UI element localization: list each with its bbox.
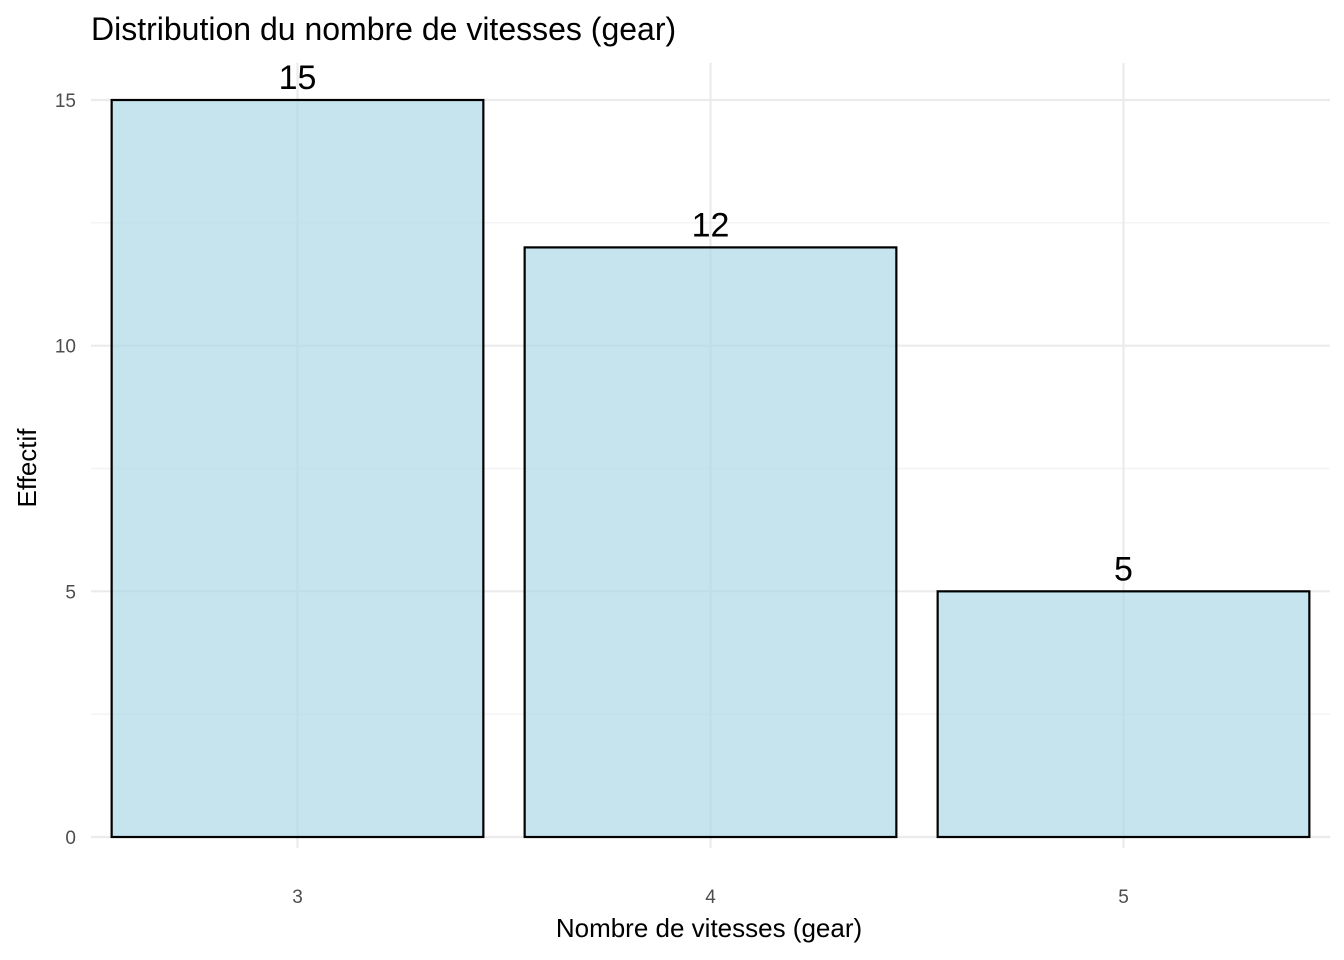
data-label: 15 bbox=[279, 59, 317, 97]
bar-4 bbox=[523, 246, 898, 839]
x-axis-title: Nombre de vitesses (gear) bbox=[556, 913, 862, 943]
y-tick-label: 0 bbox=[65, 828, 76, 849]
x-tick-label: 4 bbox=[705, 887, 716, 908]
chart-title: Distribution du nombre de vitesses (gear… bbox=[91, 11, 676, 47]
x-tick-label: 3 bbox=[292, 887, 303, 908]
data-labels: 15 12 5 bbox=[279, 59, 1133, 588]
bars bbox=[110, 98, 1311, 839]
data-label: 5 bbox=[1114, 550, 1133, 588]
x-tick-label: 5 bbox=[1118, 887, 1129, 908]
y-tick-label: 15 bbox=[55, 91, 76, 112]
bar-3 bbox=[110, 98, 485, 839]
bar-5 bbox=[936, 590, 1311, 839]
data-label: 12 bbox=[692, 206, 730, 244]
tick-labels: 0 5 10 15 3 4 5 bbox=[55, 91, 1129, 908]
y-tick-label: 5 bbox=[65, 582, 76, 603]
y-axis-title: Effectif bbox=[12, 428, 42, 508]
y-tick-label: 10 bbox=[55, 337, 76, 358]
